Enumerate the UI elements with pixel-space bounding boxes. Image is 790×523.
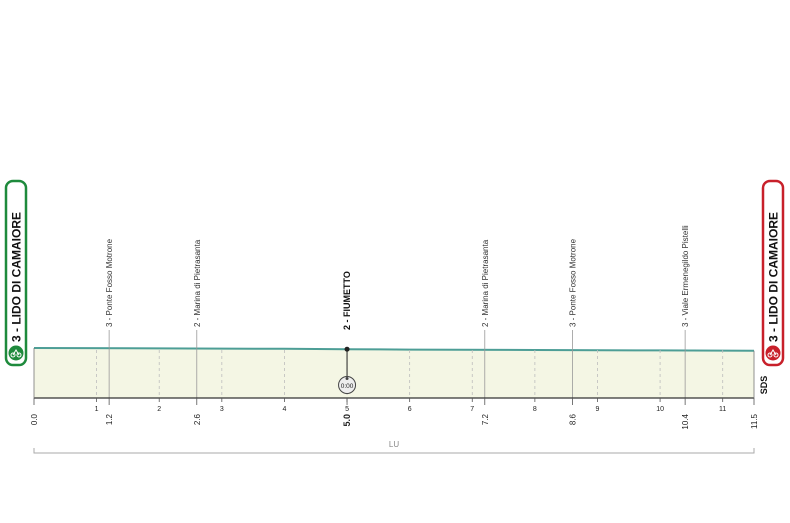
finish-banner-bike-icon bbox=[765, 345, 781, 361]
start-banner-bike-frame bbox=[12, 349, 20, 356]
waypoint-label: 2 - Marina di Pietrasanta bbox=[193, 239, 202, 327]
finish-banner-bike-wheel bbox=[773, 352, 779, 358]
start-banner-frame bbox=[4, 179, 28, 367]
waypoint-label: 3 - Ponte Fosso Motrone bbox=[105, 238, 114, 327]
x-tick-label: 4 bbox=[282, 406, 286, 413]
finish-banner-label: 3 - LIDO DI CAMAIORE bbox=[767, 212, 781, 342]
stopwatch-crown bbox=[345, 377, 349, 380]
finish-banner-bike-wheel bbox=[767, 352, 773, 358]
region-bracket bbox=[33, 448, 755, 454]
km-distance-label: 10.4 bbox=[681, 413, 690, 429]
x-tick-label: 1 bbox=[95, 406, 99, 413]
start-banner-bike-wheel bbox=[16, 352, 22, 358]
waypoints-group: 3 - Ponte Fosso Motrone 2 - Marina di Pie… bbox=[105, 225, 690, 398]
x-tick-label: 7 bbox=[470, 406, 474, 413]
x-tick-label: 11 bbox=[719, 406, 726, 413]
sds-logo: SDS bbox=[759, 376, 769, 395]
x-axis: 1 2 3 4 5 6 7 8 9 10 11 0.0 1.2 2.6 5.0 7.2 8.6 10.4 11.5 L… bbox=[30, 348, 759, 454]
x-tick-label: 5 bbox=[345, 406, 349, 413]
stopwatch-icon bbox=[338, 376, 357, 394]
waypoint-label: 3 - Viale Ermenegildo Pistelli bbox=[681, 225, 690, 327]
km-distance-label: 8.6 bbox=[568, 413, 577, 425]
waypoint-label: 3 - Ponte Fosso Motrone bbox=[568, 238, 577, 327]
km-distance-label: 11.5 bbox=[750, 413, 759, 429]
finish-banner-bike-frame bbox=[769, 349, 777, 356]
x-tick-label: 10 bbox=[656, 406, 664, 413]
checkpoint-dot bbox=[344, 346, 350, 352]
checkpoint-group: 0:00 2 - FIUMETTO bbox=[338, 271, 357, 394]
x-tick-label: 6 bbox=[408, 406, 412, 413]
start-banner-bike-wheel bbox=[10, 352, 16, 358]
start-banner-bike-icon bbox=[8, 345, 24, 361]
x-tick-label: 9 bbox=[596, 406, 600, 413]
profile-area-fill bbox=[34, 348, 754, 398]
x-tick-label: 3 bbox=[220, 406, 224, 413]
profile-line bbox=[33, 347, 755, 352]
km-distance-label: 0.0 bbox=[30, 413, 39, 425]
km-distance-label: 2.6 bbox=[193, 413, 202, 425]
x-tick-label: 2 bbox=[157, 406, 161, 413]
region-label: LU bbox=[389, 440, 399, 449]
profile-area-group bbox=[33, 347, 755, 398]
start-banner-label: 3 - LIDO DI CAMAIORE bbox=[10, 212, 24, 342]
finish-banner-frame bbox=[761, 179, 785, 367]
waypoint-label: 2 - Marina di Pietrasanta bbox=[481, 239, 490, 327]
checkpoint-label: 2 - FIUMETTO bbox=[342, 271, 352, 330]
km-distance-label: 5.0 bbox=[342, 414, 352, 427]
km-distance-label: 1.2 bbox=[105, 413, 114, 425]
km-distance-label: 7.2 bbox=[481, 413, 490, 425]
checkpoint-timer: 0:00 bbox=[341, 383, 354, 390]
x-tick-label: 8 bbox=[533, 406, 537, 413]
start-finish-banners: 3 - LIDO DI CAMAIORE 3 - LIDO DI CAMAIORE… bbox=[4, 179, 785, 395]
